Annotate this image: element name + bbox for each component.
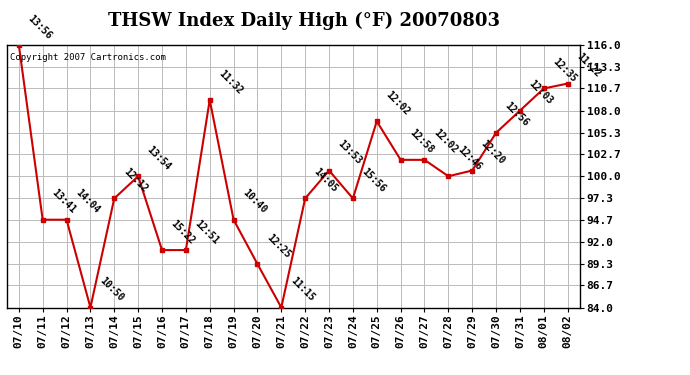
Text: 12:03: 12:03: [527, 79, 555, 106]
Text: 15:22: 15:22: [169, 218, 197, 246]
Text: 13:56: 13:56: [26, 13, 54, 41]
Text: 12:02: 12:02: [431, 128, 460, 156]
Text: 13:41: 13:41: [50, 188, 77, 216]
Text: 15:56: 15:56: [360, 166, 388, 194]
Text: 12:46: 12:46: [455, 144, 483, 172]
Text: 12:12: 12:12: [121, 166, 149, 194]
Text: 10:40: 10:40: [241, 188, 268, 216]
Text: 14:05: 14:05: [312, 166, 340, 194]
Text: 12:35: 12:35: [551, 57, 579, 84]
Text: 11:22: 11:22: [575, 51, 602, 80]
Text: Copyright 2007 Cartronics.com: Copyright 2007 Cartronics.com: [10, 53, 166, 62]
Text: 12:56: 12:56: [503, 101, 531, 129]
Text: 14:04: 14:04: [74, 188, 101, 216]
Text: 12:51: 12:51: [193, 218, 221, 246]
Text: 11:15: 11:15: [288, 276, 316, 303]
Text: THSW Index Daily High (°F) 20070803: THSW Index Daily High (°F) 20070803: [108, 11, 500, 30]
Text: 13:54: 13:54: [145, 144, 173, 172]
Text: 12:20: 12:20: [479, 138, 507, 166]
Text: 10:50: 10:50: [97, 276, 125, 303]
Text: 12:58: 12:58: [408, 128, 435, 156]
Text: 11:32: 11:32: [217, 68, 244, 96]
Text: 13:53: 13:53: [336, 138, 364, 166]
Text: 12:25: 12:25: [264, 232, 293, 260]
Text: 12:02: 12:02: [384, 89, 411, 117]
